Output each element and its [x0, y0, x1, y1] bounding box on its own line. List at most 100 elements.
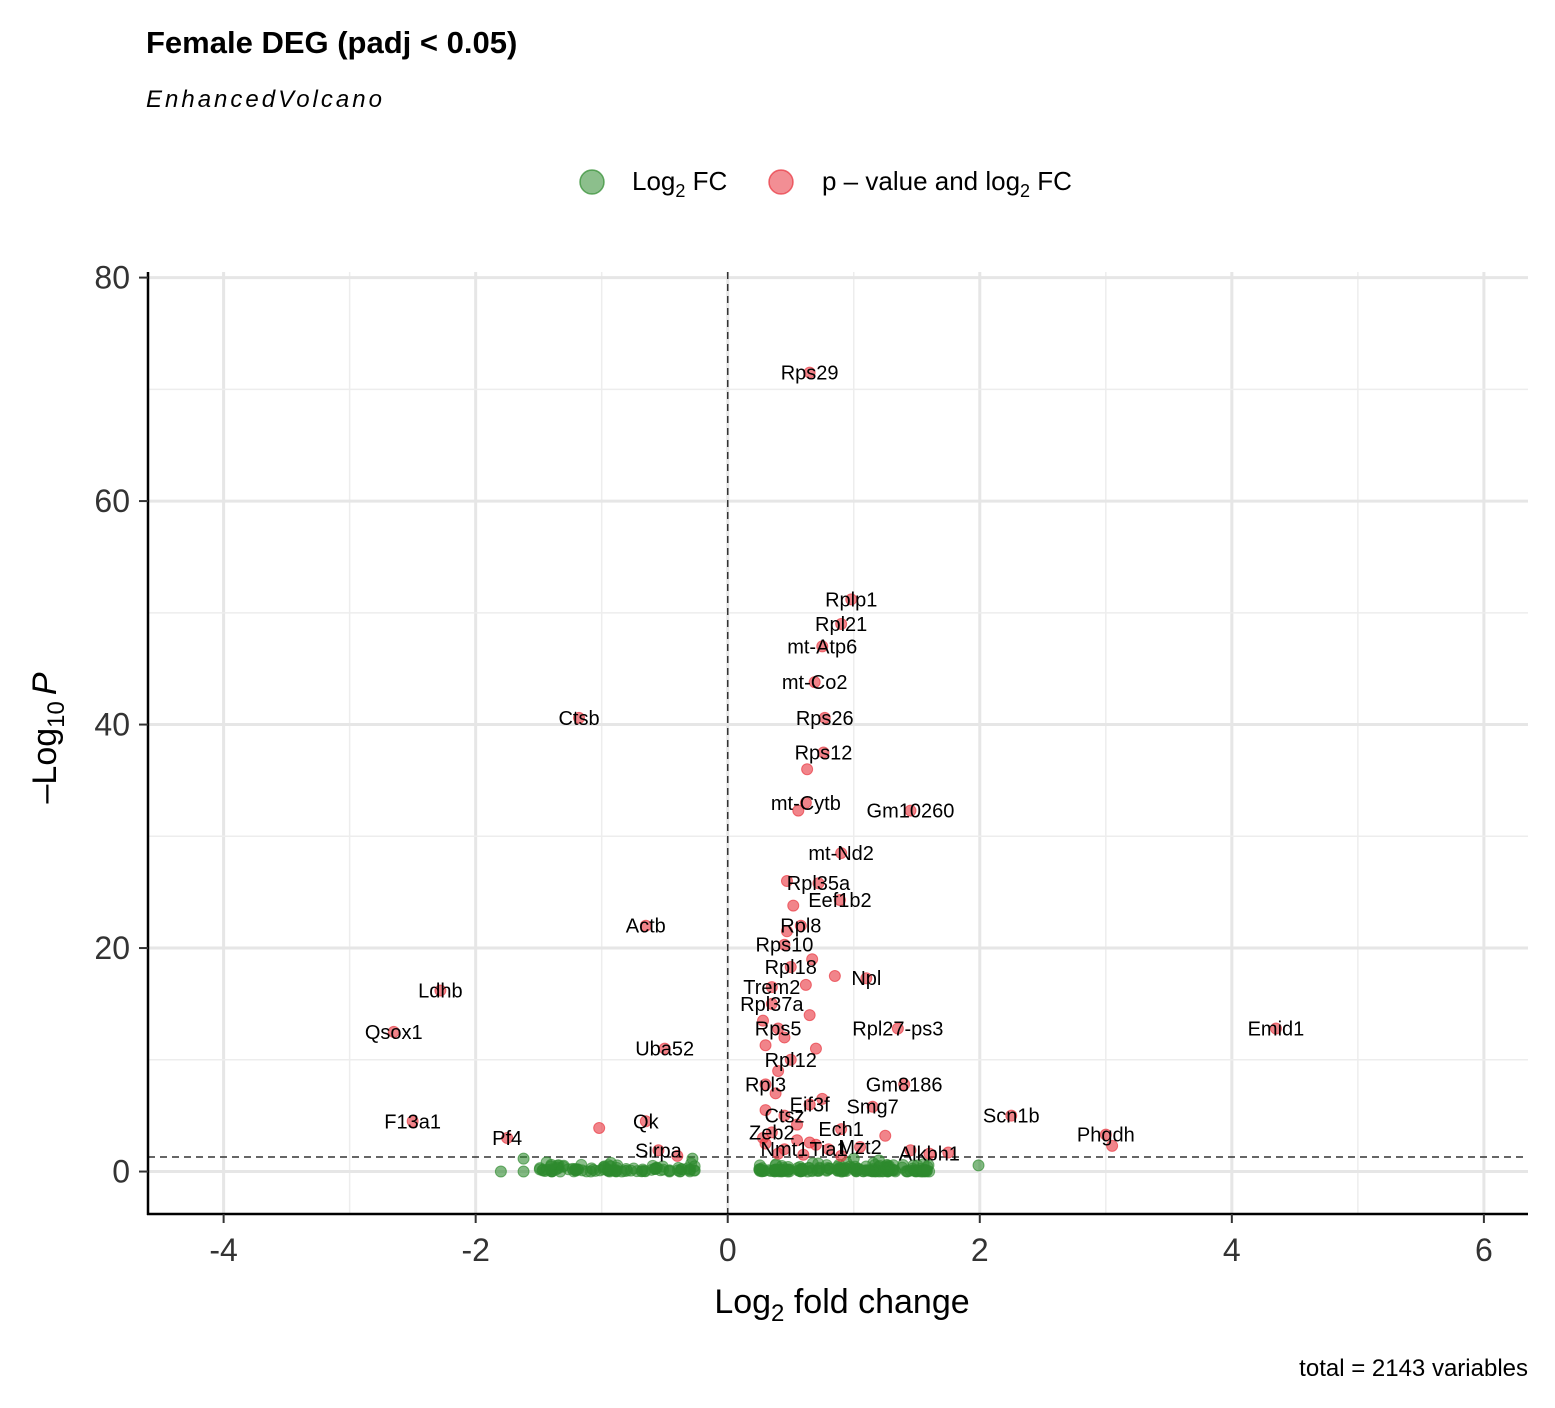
- point-significant: [799, 796, 812, 809]
- gene-label: Emid1: [1248, 1019, 1305, 1041]
- y-tick-label: 60: [94, 483, 130, 519]
- point-significant: [904, 804, 917, 817]
- point-significant: [765, 981, 778, 994]
- point-log2fc: [517, 1152, 530, 1165]
- gene-label: Rpl8: [780, 916, 821, 938]
- gene-label: Rps29: [781, 363, 839, 385]
- point-significant: [812, 877, 825, 890]
- chart-title: Female DEG (padj < 0.05): [146, 25, 517, 60]
- gene-label: Rpl35a: [787, 873, 851, 895]
- point-log2fc: [598, 1160, 611, 1173]
- axes: [146, 272, 1528, 1216]
- gene-label: Qsox1: [365, 1022, 423, 1044]
- chart-subtitle: EnhancedVolcano: [146, 86, 385, 113]
- x-tick-label: 4: [1223, 1232, 1241, 1268]
- point-significant: [1269, 1022, 1282, 1035]
- point-significant: [833, 894, 846, 906]
- gene-label: Sirpa: [635, 1140, 683, 1162]
- point-significant: [835, 1123, 848, 1136]
- point-significant: [854, 1140, 867, 1153]
- y-tick-label: 40: [94, 707, 130, 743]
- legend-marker-fc: [579, 169, 605, 195]
- point-significant: [573, 711, 586, 724]
- point-significant: [835, 1149, 848, 1162]
- gene-label: Qk: [633, 1111, 660, 1133]
- gene-label: Rpl37a: [740, 994, 804, 1016]
- point-significant: [803, 1136, 816, 1149]
- point-significant: [780, 875, 793, 888]
- gene-label: Rps12: [795, 742, 853, 764]
- point-significant: [860, 972, 873, 985]
- point-significant: [769, 1087, 782, 1100]
- point-log2fc: [847, 1152, 860, 1165]
- point-significant: [784, 1053, 797, 1066]
- point-log2fc: [872, 1154, 885, 1167]
- gene-label: Gm8186: [866, 1074, 943, 1096]
- point-significant: [652, 1144, 665, 1157]
- point-significant: [835, 617, 848, 630]
- x-tick-label: -2: [461, 1232, 489, 1268]
- point-log2fc: [757, 1164, 770, 1177]
- gene-label: mt-Atp6: [787, 636, 857, 658]
- point-log2fc: [657, 1163, 670, 1176]
- point-significant: [923, 1147, 936, 1160]
- gene-label: Ech1: [818, 1119, 864, 1141]
- point-significant: [772, 1022, 785, 1035]
- point-significant: [835, 847, 848, 860]
- point-significant: [757, 1014, 770, 1027]
- point-significant: [791, 1134, 804, 1147]
- x-tick-label: 0: [719, 1232, 737, 1268]
- point-log2fc: [797, 1164, 810, 1177]
- point-significant: [778, 1109, 791, 1122]
- point-significant: [759, 1039, 772, 1052]
- point-log2fc: [684, 1163, 697, 1176]
- gene-label: Eef1b2: [808, 890, 871, 912]
- point-significant: [803, 1009, 816, 1022]
- gene-label: Gm10260: [867, 801, 955, 823]
- legend-label-fc: Log2 FC: [632, 166, 727, 201]
- point-log2fc: [610, 1164, 623, 1177]
- gene-label: mt-Cytb: [771, 793, 841, 815]
- gene-label: Phgdh: [1077, 1125, 1135, 1147]
- point-significant: [845, 593, 858, 606]
- point-log2fc: [972, 1159, 985, 1172]
- point-log2fc: [494, 1165, 507, 1178]
- gene-label: Actb: [626, 916, 666, 938]
- point-log2fc: [646, 1159, 659, 1172]
- point-significant: [772, 1064, 785, 1077]
- point-significant: [806, 953, 819, 966]
- point-significant: [794, 919, 807, 932]
- point-significant: [778, 1031, 791, 1044]
- point-significant: [778, 938, 791, 951]
- y-axis-title: –Log10P: [26, 672, 70, 803]
- point-significant: [792, 804, 805, 817]
- point-significant: [828, 969, 841, 982]
- gene-label: Rps26: [796, 708, 854, 730]
- caption: total = 2143 variables: [1299, 1355, 1528, 1382]
- x-tick-label: -4: [209, 1232, 237, 1268]
- gene-label: Trem2: [743, 977, 800, 999]
- gene-label: Ctsz: [764, 1106, 804, 1128]
- gene-label: F13a1: [384, 1111, 441, 1133]
- point-significant: [818, 711, 831, 724]
- point-significant: [799, 978, 812, 991]
- point-significant: [816, 1092, 829, 1105]
- point-significant: [757, 1132, 770, 1145]
- point-significant: [879, 1129, 892, 1142]
- gene-label: mt-Co2: [782, 672, 848, 694]
- point-significant: [780, 925, 793, 938]
- point-significant: [593, 1121, 606, 1134]
- gene-label: Rplp1: [825, 589, 877, 611]
- legend: Log2 FC p – value and log2 FC: [579, 166, 1072, 201]
- point-significant: [434, 984, 447, 997]
- point-significant: [797, 1148, 810, 1161]
- point-log2fc: [920, 1164, 933, 1177]
- y-tick-label: 0: [112, 1154, 130, 1190]
- gene-label: Uba52: [635, 1039, 694, 1061]
- gene-label: Rpl18: [765, 957, 817, 979]
- point-log2fc: [585, 1162, 598, 1175]
- point-log2fc: [624, 1164, 637, 1177]
- point-significant: [891, 1022, 904, 1035]
- gene-label: Rpl12: [765, 1050, 817, 1072]
